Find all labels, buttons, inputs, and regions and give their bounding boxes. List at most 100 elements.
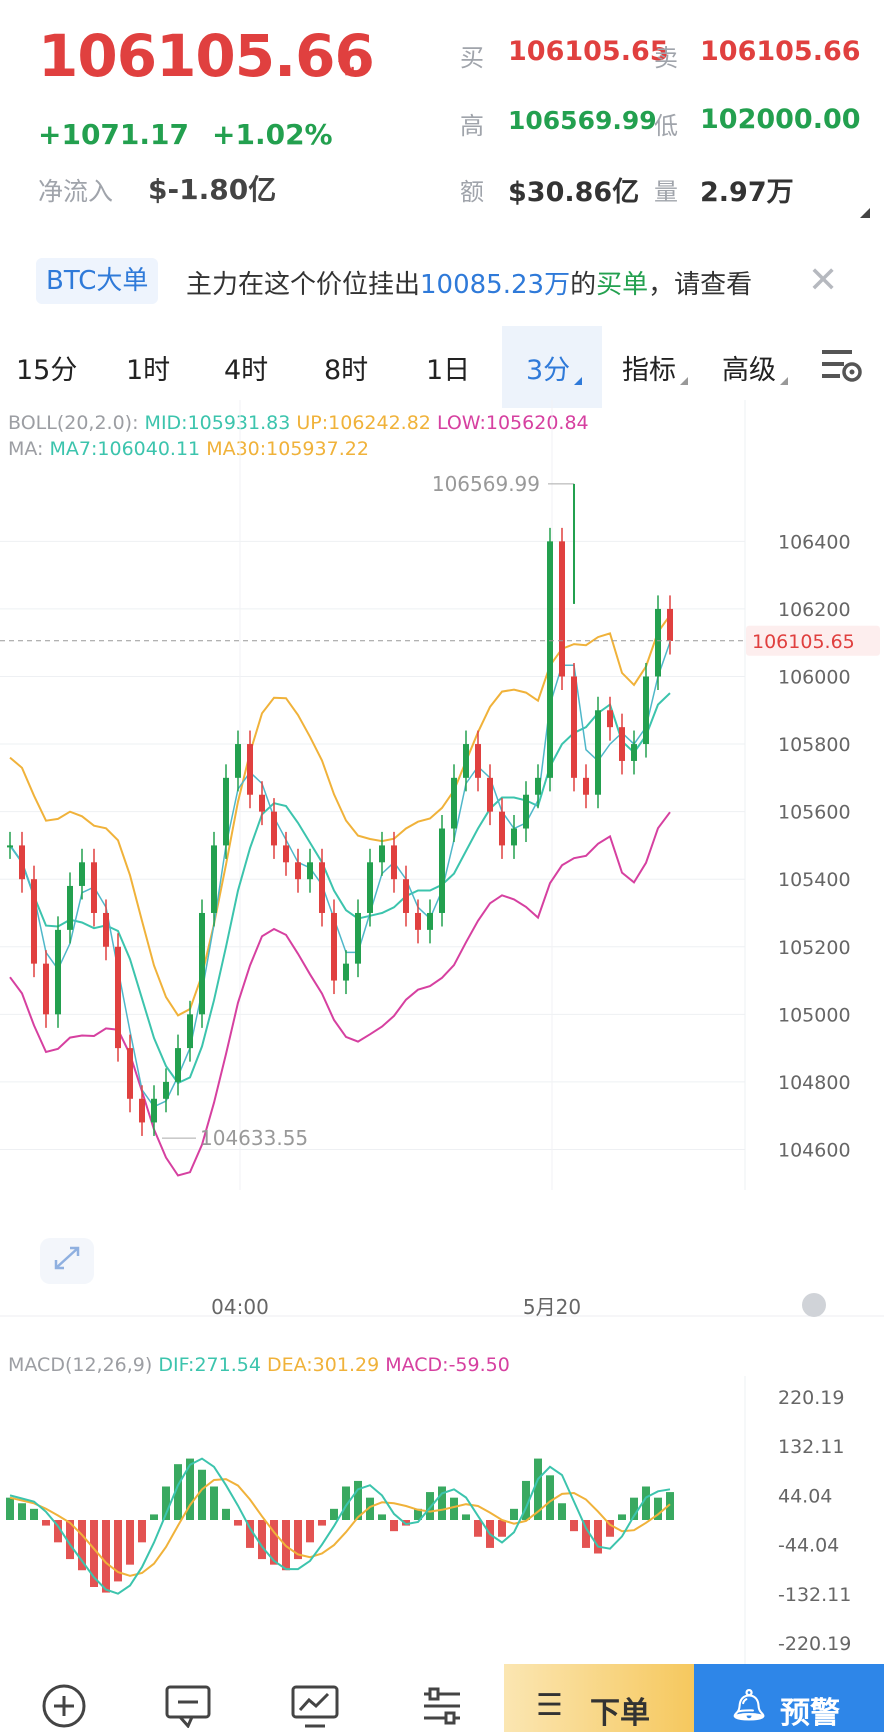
comment-icon[interactable] (164, 1684, 212, 1732)
y-axis-tick-label: 106400 (778, 531, 851, 553)
candle-body (451, 777, 457, 829)
candle-body (667, 608, 673, 642)
macd-bar (306, 1520, 314, 1543)
volume-label: 量 (654, 178, 678, 206)
macd-chart[interactable]: 220.19 132.11 44.04 -44.04 -132.11 -220.19 (0, 1376, 884, 1664)
fullscreen-icon (40, 1238, 94, 1284)
tab-3m[interactable]: 3分 (526, 348, 583, 387)
tab-3m-label: 3分 (526, 355, 571, 386)
candle-body (403, 879, 409, 913)
macd-bar (150, 1514, 158, 1520)
macd-bar (42, 1520, 50, 1526)
price-chart[interactable]: 106400 106200 106000 105800 105600 105400 1052… (0, 400, 884, 1340)
candle-body (55, 929, 61, 1015)
chart-monitor-icon[interactable] (290, 1684, 340, 1732)
chart-settings-icon[interactable] (820, 346, 864, 390)
macd-bar (126, 1520, 134, 1565)
tab-1h[interactable]: 1时 (126, 355, 171, 386)
macd-bar (642, 1486, 650, 1520)
tab-indicators[interactable]: 指标 (622, 348, 688, 387)
high-marker-label: 106569.99 (432, 472, 540, 496)
macd-bar (450, 1497, 458, 1520)
macd-bar (474, 1520, 482, 1537)
macd-bar (522, 1480, 530, 1520)
macd-bar (630, 1497, 638, 1520)
macd-bar (558, 1503, 566, 1520)
macd-bar (534, 1458, 542, 1520)
candle-body (415, 912, 421, 930)
macd-bar (582, 1520, 590, 1548)
price-alert-label: 预警 (780, 1696, 840, 1731)
candle-body (127, 1048, 133, 1099)
tab-15m[interactable]: 15分 (16, 355, 78, 386)
x-axis-tick-label: 04:00 (211, 1295, 269, 1319)
tab-indicators-label: 指标 (622, 355, 676, 386)
macd-bar (198, 1469, 206, 1520)
candle-body (79, 862, 85, 886)
ma-legend: MA: MA7:106040.11 MA30:105937.22 (8, 438, 369, 460)
macd-bar (162, 1486, 170, 1520)
candle-body (175, 1048, 181, 1082)
boll-mid: MID:105931.83 (144, 412, 291, 434)
macd-bar (90, 1520, 98, 1587)
dropdown-corner-icon (680, 377, 688, 385)
boll-low-line (9, 811, 671, 1177)
boll-mid-line (9, 692, 671, 1085)
candle-body (151, 1098, 157, 1123)
macd-bar (570, 1520, 578, 1532)
expand-corner-icon[interactable] (860, 208, 870, 218)
tab-1d[interactable]: 1日 (426, 355, 471, 386)
btc-big-order-tag[interactable]: BTC大单 (36, 258, 159, 304)
banner-text-mid: 的 (570, 270, 597, 300)
filter-settings-icon[interactable] (420, 1684, 464, 1732)
boll-up-line (9, 614, 671, 1017)
candle-body (115, 946, 121, 1049)
candle-body (199, 912, 205, 1015)
candle-body (259, 794, 265, 812)
banner-side: 买单 (596, 270, 649, 300)
macd-y-tick-label: -44.04 (778, 1535, 839, 1557)
candle-body (295, 862, 301, 880)
candle-body (391, 845, 397, 880)
tab-8h[interactable]: 8时 (324, 355, 369, 386)
candle-body (475, 744, 481, 778)
candle-body (379, 845, 385, 863)
last-price: 106105.66 (38, 22, 375, 90)
candle-body (499, 811, 505, 846)
low-value: 102000.00 (700, 104, 861, 135)
close-icon[interactable]: ✕ (808, 260, 839, 301)
tab-4h[interactable]: 4时 (224, 355, 269, 386)
netflow-label: 净流入 (38, 177, 114, 206)
add-icon[interactable] (40, 1682, 88, 1732)
tab-advanced[interactable]: 高级 (722, 348, 788, 387)
place-order-button[interactable]: ☰ 下单 (504, 1664, 694, 1732)
change-absolute: +1071.17 (38, 118, 189, 151)
candle-body (331, 912, 337, 981)
ma7-value: MA7:106040.11 (49, 438, 201, 460)
candle-body (619, 727, 625, 761)
candle-body (67, 885, 73, 930)
dropdown-corner-icon (780, 377, 788, 385)
macd-legend: MACD(12,26,9) DIF:271.54 DEA:301.29 MACD… (8, 1354, 510, 1376)
banner-message[interactable]: 主力在这个价位挂出10085.23万的买单，请查看 (186, 264, 752, 301)
fullscreen-arrows (54, 1246, 80, 1270)
y-axis-tick-label: 105200 (778, 937, 851, 959)
macd-bar (30, 1508, 38, 1520)
macd-y-tick-label: 44.04 (778, 1485, 832, 1507)
macd-bar (138, 1520, 146, 1543)
candle-body (439, 828, 445, 913)
macd-bar (174, 1464, 182, 1520)
candle-body (271, 811, 277, 846)
scroll-latest-icon (802, 1293, 826, 1317)
ma-label: MA: (8, 438, 44, 460)
trend-down-arrow-icon: ↘ (334, 50, 358, 83)
candle-body (607, 710, 613, 728)
place-order-label: 下单 (590, 1696, 650, 1731)
candle-body (595, 710, 601, 795)
amount-value: $30.86亿 (508, 177, 640, 208)
bell-icon: 🔔︎ (730, 1688, 769, 1723)
change-percent: +1.02% (212, 118, 333, 151)
price-alert-button[interactable]: 🔔︎ 预警 (694, 1664, 884, 1732)
macd-bar (606, 1520, 614, 1537)
ask-label: 卖 (654, 44, 678, 72)
